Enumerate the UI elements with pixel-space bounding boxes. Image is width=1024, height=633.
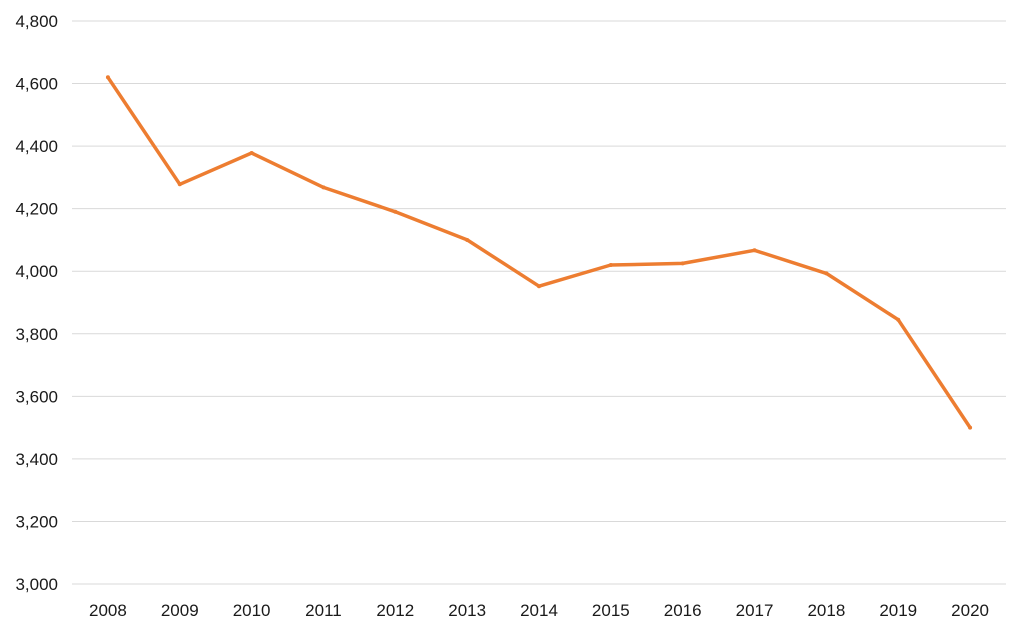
y-tick-label: 4,800	[15, 12, 58, 31]
x-tick-label: 2016	[664, 601, 702, 620]
y-tick-label: 4,200	[15, 200, 58, 219]
data-point	[752, 248, 757, 253]
data-point	[608, 262, 613, 267]
data-point	[465, 237, 470, 242]
x-axis-tick-labels: 2008 2009 2010 2011 2012 2013 2014 2015 2016 2017…	[89, 601, 989, 620]
y-tick-label: 3,400	[15, 450, 58, 469]
y-tick-label: 3,200	[15, 512, 58, 531]
x-tick-label: 2013	[448, 601, 486, 620]
x-tick-label: 2010	[233, 601, 271, 620]
x-tick-label: 2019	[879, 601, 917, 620]
x-tick-label: 2020	[951, 601, 989, 620]
x-tick-label: 2011	[305, 601, 342, 620]
data-point	[680, 261, 685, 266]
y-tick-label: 4,600	[15, 75, 58, 94]
y-tick-label: 3,800	[15, 325, 58, 344]
data-point	[393, 209, 398, 214]
data-point	[537, 284, 541, 289]
x-tick-label: 2009	[161, 601, 199, 620]
y-tick-label: 4,000	[15, 262, 58, 281]
x-tick-label: 2014	[520, 601, 558, 620]
x-tick-label: 2015	[592, 601, 630, 620]
series-line	[106, 75, 972, 430]
data-point	[249, 150, 254, 155]
gridlines	[72, 20, 1006, 585]
data-point	[105, 75, 110, 80]
series-group	[105, 75, 973, 430]
y-tick-label: 4,400	[15, 137, 58, 156]
data-point	[321, 185, 326, 190]
y-tick-label: 3,600	[15, 387, 58, 406]
x-tick-label: 2018	[807, 601, 845, 620]
x-tick-label: 2017	[736, 601, 774, 620]
data-point	[968, 425, 973, 430]
y-axis-tick-labels: 3,000 3,200 3,400 3,600 3,800 4,000 4,200 4,400…	[15, 12, 58, 594]
data-point	[896, 317, 901, 322]
x-tick-label: 2012	[376, 601, 414, 620]
y-tick-label: 3,000	[15, 575, 58, 594]
data-point	[177, 182, 182, 187]
x-tick-label: 2008	[89, 601, 127, 620]
data-point	[824, 271, 829, 276]
